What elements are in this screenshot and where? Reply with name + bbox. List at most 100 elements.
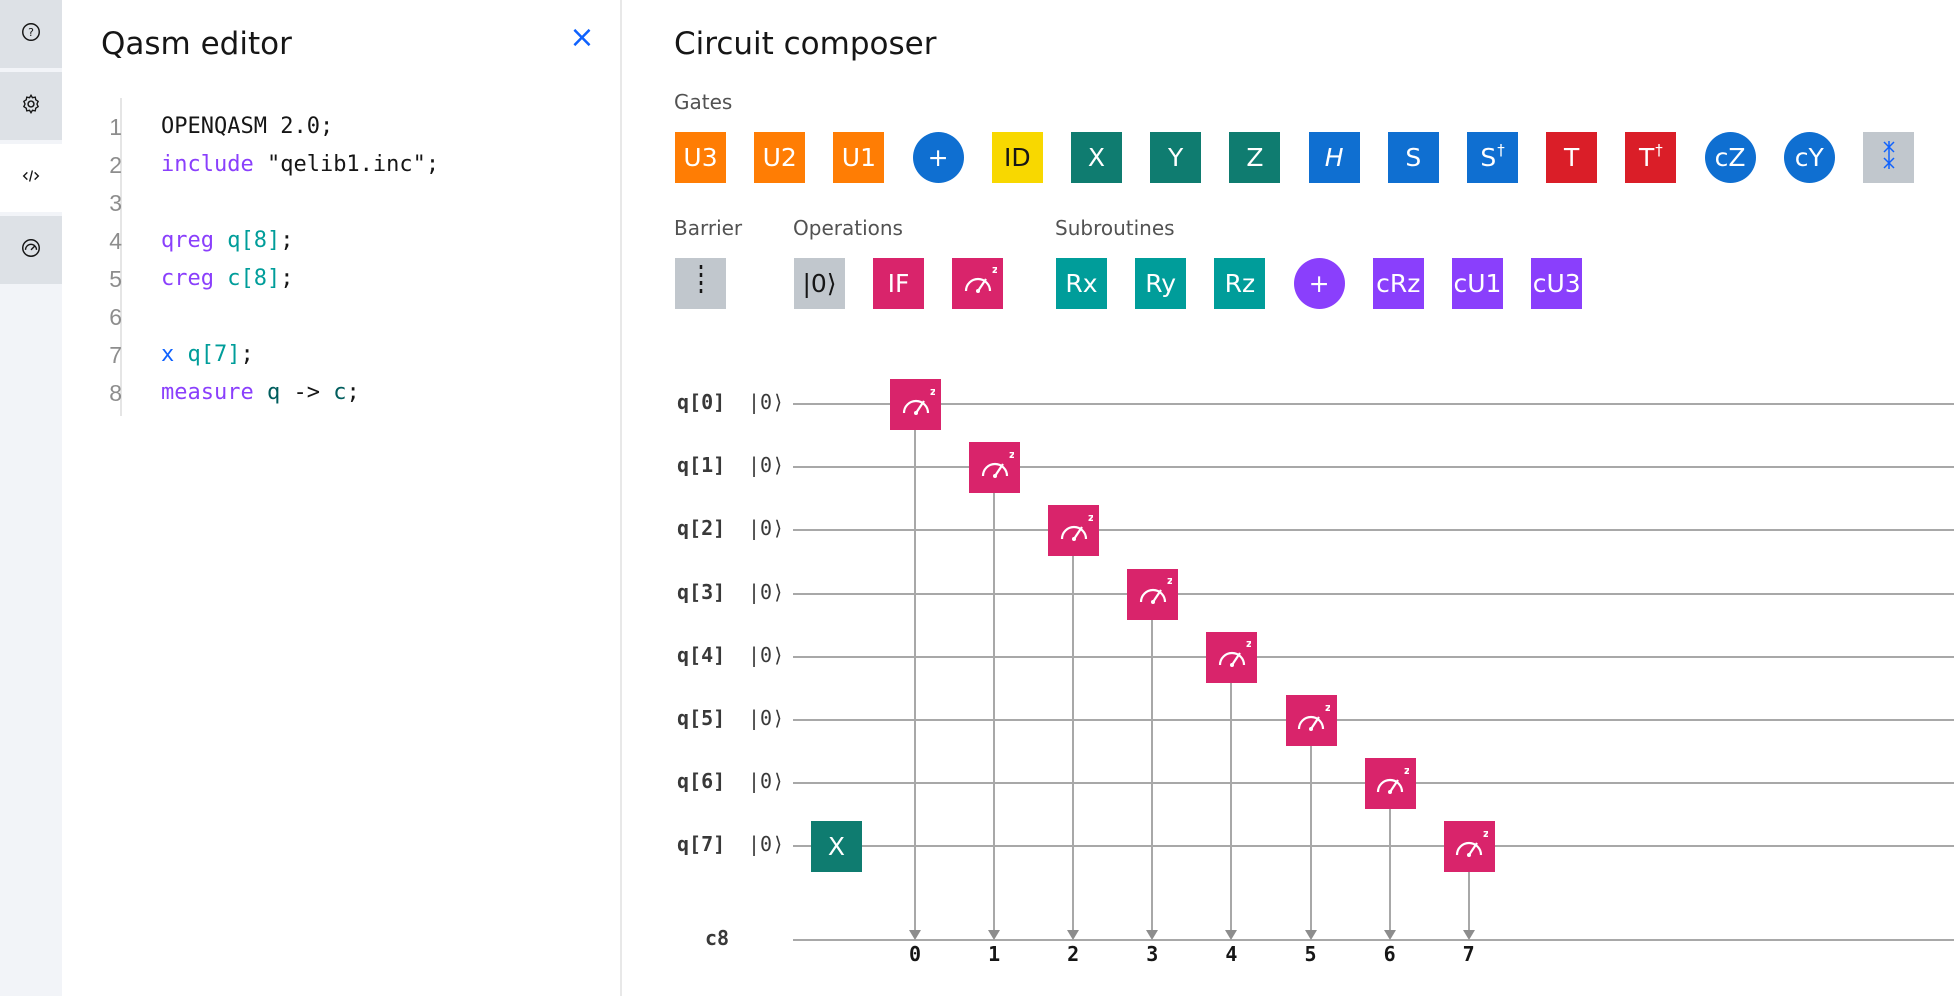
measure-gate[interactable]: z <box>969 442 1021 494</box>
qubit-wire <box>793 466 1954 469</box>
measure-gate[interactable]: z <box>1048 505 1100 557</box>
svg-text:z: z <box>1404 764 1409 777</box>
sub-rz[interactable]: Rz <box>1214 258 1266 309</box>
code-token <box>214 228 227 253</box>
code-text: include "qelib1.inc"; <box>161 146 439 184</box>
sub-cu1[interactable]: cU1 <box>1452 258 1503 309</box>
line-number: 7 <box>109 342 122 368</box>
gate-label: S <box>1480 143 1497 172</box>
code-area[interactable]: 1 OPENQASM 2.0; 2 include "qelib1.inc"; 3 4 qr… <box>62 108 618 428</box>
code-token: include <box>161 152 254 177</box>
help-icon: ? <box>20 21 42 47</box>
classical-bit-index: 5 <box>1304 942 1317 966</box>
code-token: ; <box>240 342 254 367</box>
x-gate[interactable]: X <box>811 821 862 873</box>
gate-label: cZ <box>1714 143 1746 172</box>
code-token: qreg <box>161 228 214 253</box>
gate-cy[interactable]: cY <box>1783 132 1835 183</box>
measure-gate[interactable]: z <box>1127 568 1179 620</box>
measure-icon: z <box>959 262 998 306</box>
gate-u2[interactable]: U2 <box>754 132 806 183</box>
code-text: measure q -> c; <box>161 374 360 412</box>
line-number: 2 <box>109 152 122 178</box>
gate-dagger: † <box>1655 140 1663 159</box>
gate-x[interactable]: X <box>1071 132 1122 183</box>
qubit-label: q[7] <box>677 832 726 857</box>
qubit-wire <box>793 655 1954 658</box>
qubit-wire <box>793 592 1954 595</box>
gate-dagger: † <box>1497 140 1505 159</box>
measure-gate[interactable]: z <box>1285 695 1337 746</box>
qubit-label: q[6] <box>677 769 726 794</box>
op-if[interactable]: IF <box>873 258 924 309</box>
measure-icon: z <box>897 384 936 426</box>
measure-gate[interactable]: z <box>1206 631 1258 683</box>
gate-sdg[interactable]: S † <box>1467 132 1518 183</box>
classical-bit-index: 3 <box>1146 942 1159 966</box>
results-button[interactable] <box>0 216 62 284</box>
code-icon <box>20 165 42 191</box>
measure-arrow <box>1304 930 1317 940</box>
sub-add[interactable]: + <box>1293 258 1345 309</box>
measure-arrow <box>1462 930 1475 940</box>
qubit-wire <box>793 845 1954 848</box>
code-line: 3 <box>62 184 618 222</box>
code-text: qreg q[8]; <box>161 222 293 260</box>
circuit-canvas: q[0] |0⟩ q[1] |0⟩ q[2] |0⟩ q[3] |0⟩ q[4] |0⟩ q[5] |… <box>620 0 1954 996</box>
measure-line <box>1309 720 1312 932</box>
code-editor-button[interactable] <box>0 144 62 212</box>
init-state-label: |0⟩ <box>748 642 785 667</box>
gate-label: U3 <box>683 143 718 172</box>
gate-u3[interactable]: U3 <box>675 132 726 183</box>
close-icon[interactable]: × <box>569 20 595 55</box>
op-label: IF <box>887 269 910 298</box>
sub-rx[interactable]: Rx <box>1056 258 1107 309</box>
line-number: 4 <box>109 228 122 254</box>
measure-arrow <box>1146 930 1159 940</box>
measure-gate[interactable]: z <box>1364 758 1416 810</box>
svg-text:z: z <box>930 385 935 398</box>
gate-tdg[interactable]: T † <box>1625 132 1677 183</box>
barrier-button[interactable] <box>675 258 726 309</box>
settings-button[interactable] <box>0 72 62 140</box>
sub-cu3[interactable]: cU3 <box>1531 258 1583 309</box>
creg-wire <box>793 939 1954 941</box>
sub-crz[interactable]: cRz <box>1372 258 1424 309</box>
qubit-label: q[1] <box>677 453 726 478</box>
measure-arrow <box>1067 930 1080 940</box>
measure-arrow <box>1383 930 1396 940</box>
init-state-label: |0⟩ <box>748 579 785 604</box>
help-button[interactable]: ? <box>0 0 62 68</box>
gate-h[interactable]: H <box>1308 132 1360 183</box>
measure-gate[interactable]: z <box>1443 821 1495 873</box>
x-gate-label: X <box>827 832 846 862</box>
subroutine-label: Rz <box>1224 269 1256 298</box>
barrier-icon <box>696 263 706 305</box>
code-token: ; <box>280 266 294 291</box>
subroutine-label: cRz <box>1376 269 1421 298</box>
code-line: 7 x q[7]; <box>62 336 618 374</box>
gate-z[interactable]: Z <box>1229 132 1281 183</box>
gate-u1[interactable]: U1 <box>833 132 885 183</box>
measure-line <box>1151 593 1154 932</box>
op-label: |0⟩ <box>802 269 837 298</box>
measure-gate[interactable]: z <box>890 379 941 430</box>
gate-cz[interactable]: cZ <box>1704 132 1756 183</box>
op-reset[interactable]: |0⟩ <box>794 258 845 309</box>
classical-bit-index: 1 <box>988 942 1001 966</box>
gate-label: S <box>1405 143 1422 172</box>
subroutine-label: cU3 <box>1532 269 1581 298</box>
init-state-label: |0⟩ <box>748 453 785 478</box>
op-measure[interactable]: z <box>952 258 1003 309</box>
line-number: 6 <box>109 304 122 330</box>
line-number: 8 <box>109 380 122 406</box>
gate-cnot[interactable]: + <box>912 132 964 183</box>
gate-swap[interactable] <box>1863 132 1914 183</box>
gate-t[interactable]: T <box>1546 132 1598 183</box>
code-token: ; <box>346 380 360 405</box>
gates-label: Gates <box>674 90 733 114</box>
sub-ry[interactable]: Ry <box>1135 258 1187 309</box>
gate-y[interactable]: Y <box>1150 132 1202 183</box>
gate-s[interactable]: S <box>1387 132 1439 183</box>
gate-id[interactable]: ID <box>991 132 1043 183</box>
